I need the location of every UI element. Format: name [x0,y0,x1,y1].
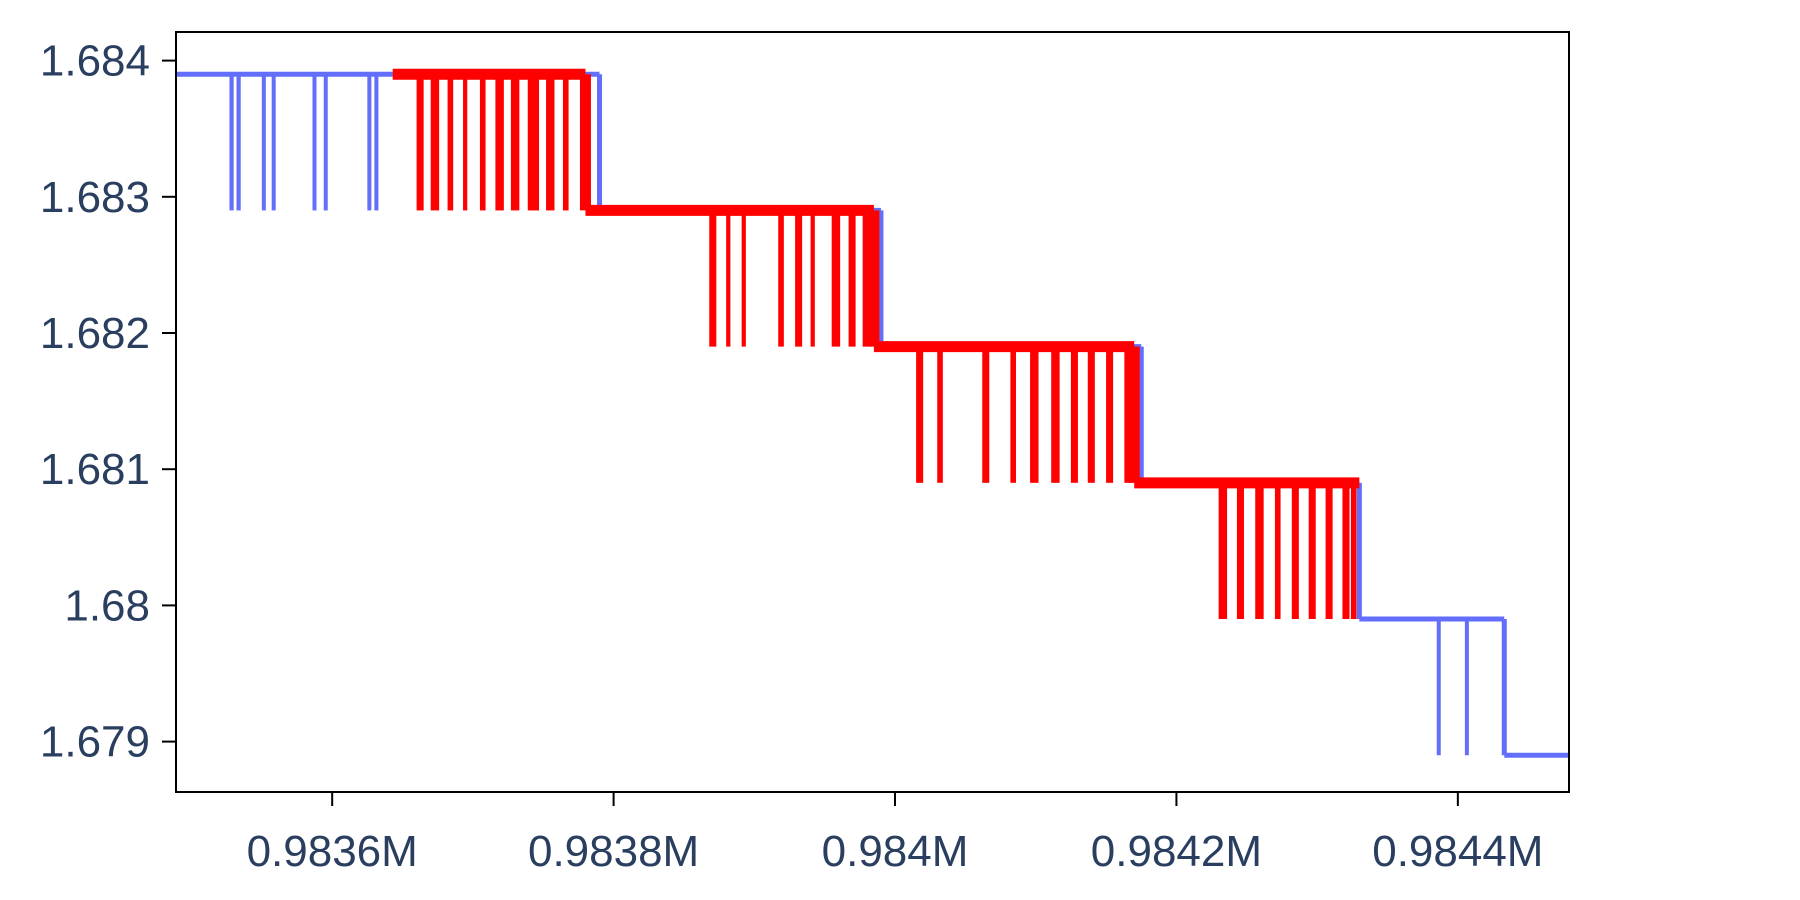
series-1-dip [831,210,841,347]
series-1-dip [741,210,746,347]
series-1-dip [982,346,990,483]
series-1-dip [416,74,424,211]
series-0-dip [236,74,241,211]
y-tick-label: 1.679 [40,718,150,767]
series-1-dip [1106,346,1114,483]
series-0-dip [229,74,234,211]
series-1-dip [1124,346,1132,483]
x-tick-label: 0.9838M [528,827,699,876]
y-axis: 1.684 1.683 1.682 1.681 1.68 1.679 [40,37,176,767]
series-1-dip [495,74,504,211]
x-tick-label: 0.984M [822,827,969,876]
series-1-dip [546,74,555,211]
series-layer [176,68,1569,758]
series-1-dip [1342,482,1350,620]
series-1-dip [1350,482,1357,620]
series-1 [392,68,1360,620]
x-axis: 0.9836M 0.9838M 0.984M 0.9842M 0.9844M [247,792,1543,876]
series-1-dip [1218,482,1228,620]
plot-frame [175,31,1570,793]
series-0-dip [1464,619,1469,756]
series-1-dip [810,210,815,347]
series-1-dip [726,210,731,347]
y-tick-label: 1.681 [40,445,150,494]
series-1-dip [1308,482,1316,620]
series-1-dip [862,210,872,347]
series-1-dip [479,74,486,211]
series-1-dip [1236,482,1244,620]
series-1-dip [1010,346,1017,483]
series-0-dip [1436,619,1441,756]
series-1-dip [527,74,540,211]
x-tick-label: 0.9842M [1091,827,1262,876]
x-tick-label: 0.9836M [247,827,418,876]
series-1-dip [1255,482,1264,620]
series-1-dip [916,346,924,483]
series-0-dip [312,74,317,211]
series-0-dip [374,74,379,211]
series-1-dip [1291,482,1299,620]
series-0-dip [261,74,266,211]
series-1-dip [1087,346,1095,483]
y-tick-label: 1.68 [64,581,150,630]
series-1-dip [1325,482,1333,620]
series-0-dip [271,74,276,211]
series-1-dip [463,74,468,211]
series-1-dip [848,210,856,347]
series-1-dip [562,74,569,211]
y-tick-label: 1.682 [40,309,150,358]
series-1-dip [778,210,784,347]
series-1-dip [1030,346,1039,483]
series-1-dip [430,74,440,211]
y-tick-label: 1.684 [40,37,150,86]
series-1-dip [709,210,717,347]
x-tick-label: 0.9844M [1372,827,1543,876]
series-1-dip [1274,482,1281,620]
series-1-dip [795,210,803,347]
series-1-dip [1070,346,1078,483]
series-1-dip [510,74,520,211]
series-1-dip [937,346,943,483]
series-1-dip [1051,346,1060,483]
series-1-dip [447,74,454,211]
plot-background [176,32,1569,792]
series-0-dip [323,74,328,211]
y-tick-label: 1.683 [40,173,150,222]
series-0-dip [367,74,372,211]
